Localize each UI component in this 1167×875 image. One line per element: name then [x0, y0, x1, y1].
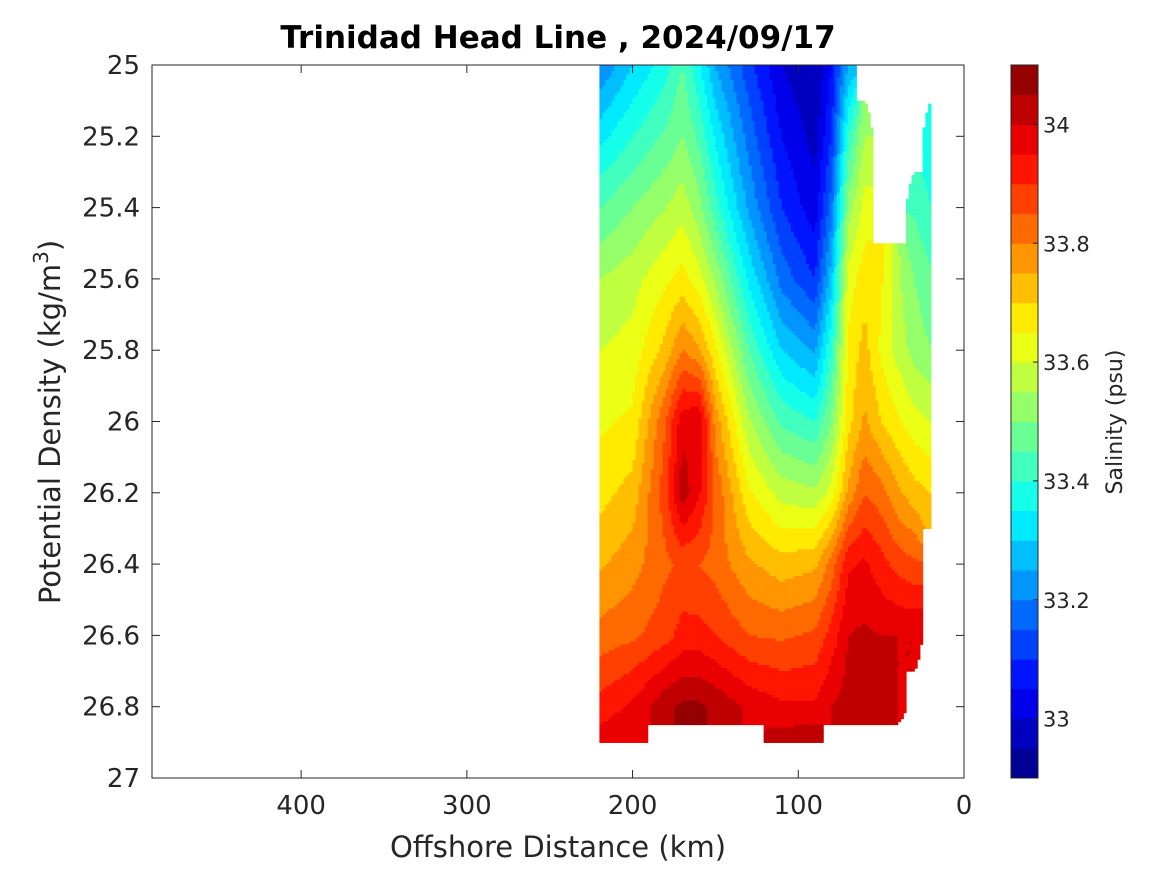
- chart-title: Trinidad Head Line , 2024/09/17: [280, 20, 835, 56]
- salinity-contour-chart: Trinidad Head Line , 2024/09/17 400 300 20…: [0, 0, 1167, 875]
